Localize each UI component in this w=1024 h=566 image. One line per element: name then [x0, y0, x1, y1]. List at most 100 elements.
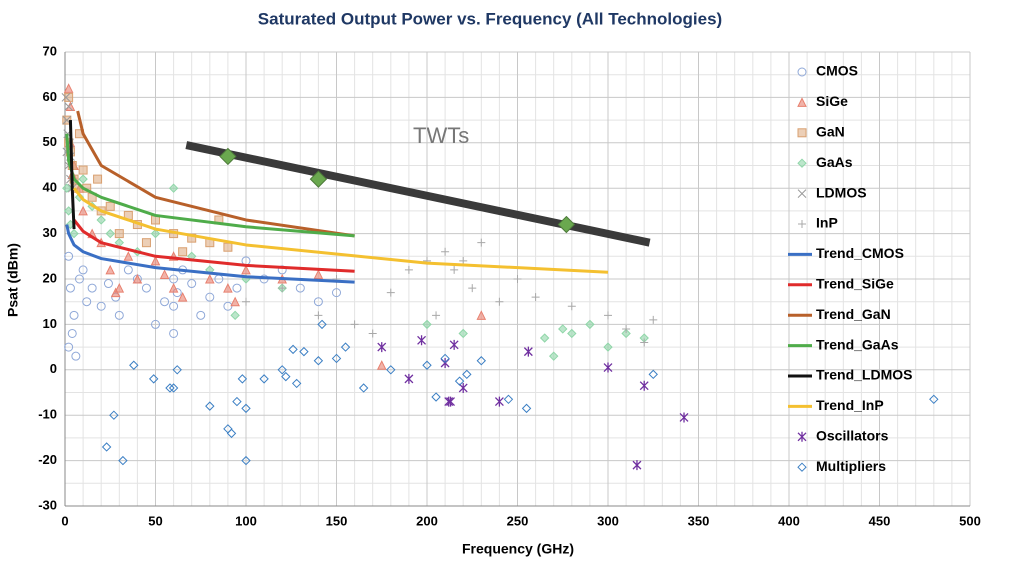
data-point: [446, 396, 455, 407]
data-point: [132, 273, 143, 284]
data-point: [223, 242, 233, 252]
data-point: [169, 301, 179, 311]
data-point: [232, 396, 242, 407]
legend-label: Multipliers: [816, 458, 886, 474]
data-point: [649, 315, 658, 324]
legend-item: Trend_GaN: [788, 306, 891, 322]
legend-label: Trend_LDMOS: [816, 367, 912, 383]
data-point: [603, 342, 613, 352]
data-point: [386, 365, 396, 375]
y-tick-label: 40: [43, 180, 57, 195]
data-point: [63, 206, 74, 216]
data-point: [441, 247, 450, 256]
data-point: [62, 183, 72, 193]
legend-label: InP: [816, 215, 838, 231]
x-tick-label: 350: [688, 513, 710, 528]
data-point: [241, 264, 251, 275]
data-point: [340, 342, 351, 352]
data-point: [422, 360, 432, 370]
x-axis-label: Frequency (GHz): [462, 541, 574, 557]
legend-item: SiGe: [816, 93, 848, 109]
data-point: [114, 282, 125, 293]
data-point: [230, 310, 240, 321]
twt-point: [309, 170, 328, 188]
data-point: [230, 296, 240, 307]
data-point: [358, 383, 369, 393]
data-point: [129, 360, 139, 370]
legend-marker: [797, 158, 807, 168]
twt-point: [557, 215, 576, 234]
data-point: [604, 311, 612, 320]
data-point: [172, 288, 182, 298]
data-point: [168, 183, 179, 193]
legend-label: Trend_InP: [816, 397, 884, 413]
data-point: [148, 374, 159, 384]
data-point: [376, 360, 387, 370]
y-axis-label: Psat (dBm): [5, 243, 21, 317]
legend-label: Trend_GaAs: [816, 336, 899, 352]
data-point: [477, 238, 486, 247]
data-point: [476, 356, 487, 366]
data-point: [521, 403, 532, 414]
legend-item: Multipliers: [816, 458, 886, 474]
data-point: [404, 265, 413, 274]
data-point: [150, 255, 161, 266]
data-point: [621, 328, 631, 339]
x-tick-label: 400: [778, 513, 800, 528]
data-point: [64, 92, 74, 102]
data-point: [110, 287, 121, 298]
data-point: [226, 428, 237, 439]
data-point: [205, 292, 215, 302]
trend-line: [65, 224, 355, 284]
data-point: [648, 369, 658, 380]
data-point: [165, 383, 175, 393]
data-point: [96, 301, 106, 311]
data-point: [440, 353, 450, 364]
data-point: [160, 297, 170, 307]
data-point: [178, 247, 188, 257]
data-point: [331, 353, 342, 364]
data-point: [449, 339, 459, 350]
data-point: [431, 392, 441, 402]
y-tick-label: -30: [38, 497, 57, 512]
data-point: [204, 273, 215, 284]
data-point: [603, 362, 613, 373]
data-point: [65, 283, 75, 293]
data-point: [93, 174, 103, 184]
trend-line: [76, 110, 355, 238]
data-point: [82, 297, 92, 307]
data-point: [277, 365, 287, 375]
data-point: [78, 165, 88, 175]
data-point: [67, 328, 77, 338]
data-point: [632, 460, 642, 471]
data-point: [476, 310, 487, 320]
legend-item: Trend_GaAs: [788, 336, 899, 352]
data-point: [151, 319, 160, 329]
data-point: [291, 378, 302, 389]
legend-label: Trend_CMOS: [816, 245, 904, 261]
data-point: [123, 265, 133, 275]
data-point: [187, 279, 197, 289]
data-point: [622, 324, 631, 333]
data-point: [313, 297, 323, 307]
data-point: [567, 302, 576, 311]
data-point: [223, 301, 233, 311]
y-tick-label: 60: [43, 89, 57, 104]
x-tick-label: 450: [869, 513, 891, 528]
data-point: [241, 403, 251, 414]
data-point: [105, 201, 115, 211]
legend-label: Trend_SiGe: [816, 276, 894, 292]
legend-marker: [797, 128, 807, 138]
trend-line: [72, 219, 355, 273]
legend-label: Trend_GaN: [816, 306, 891, 322]
data-point: [168, 383, 179, 393]
data-point: [585, 319, 595, 330]
legend-item: Trend_SiGe: [788, 276, 894, 292]
data-point: [444, 396, 454, 407]
data-point: [69, 310, 79, 320]
legend-marker: [797, 462, 807, 472]
trend-line: [72, 187, 609, 274]
data-point: [109, 410, 119, 420]
data-point: [168, 282, 179, 293]
data-point: [281, 371, 291, 382]
